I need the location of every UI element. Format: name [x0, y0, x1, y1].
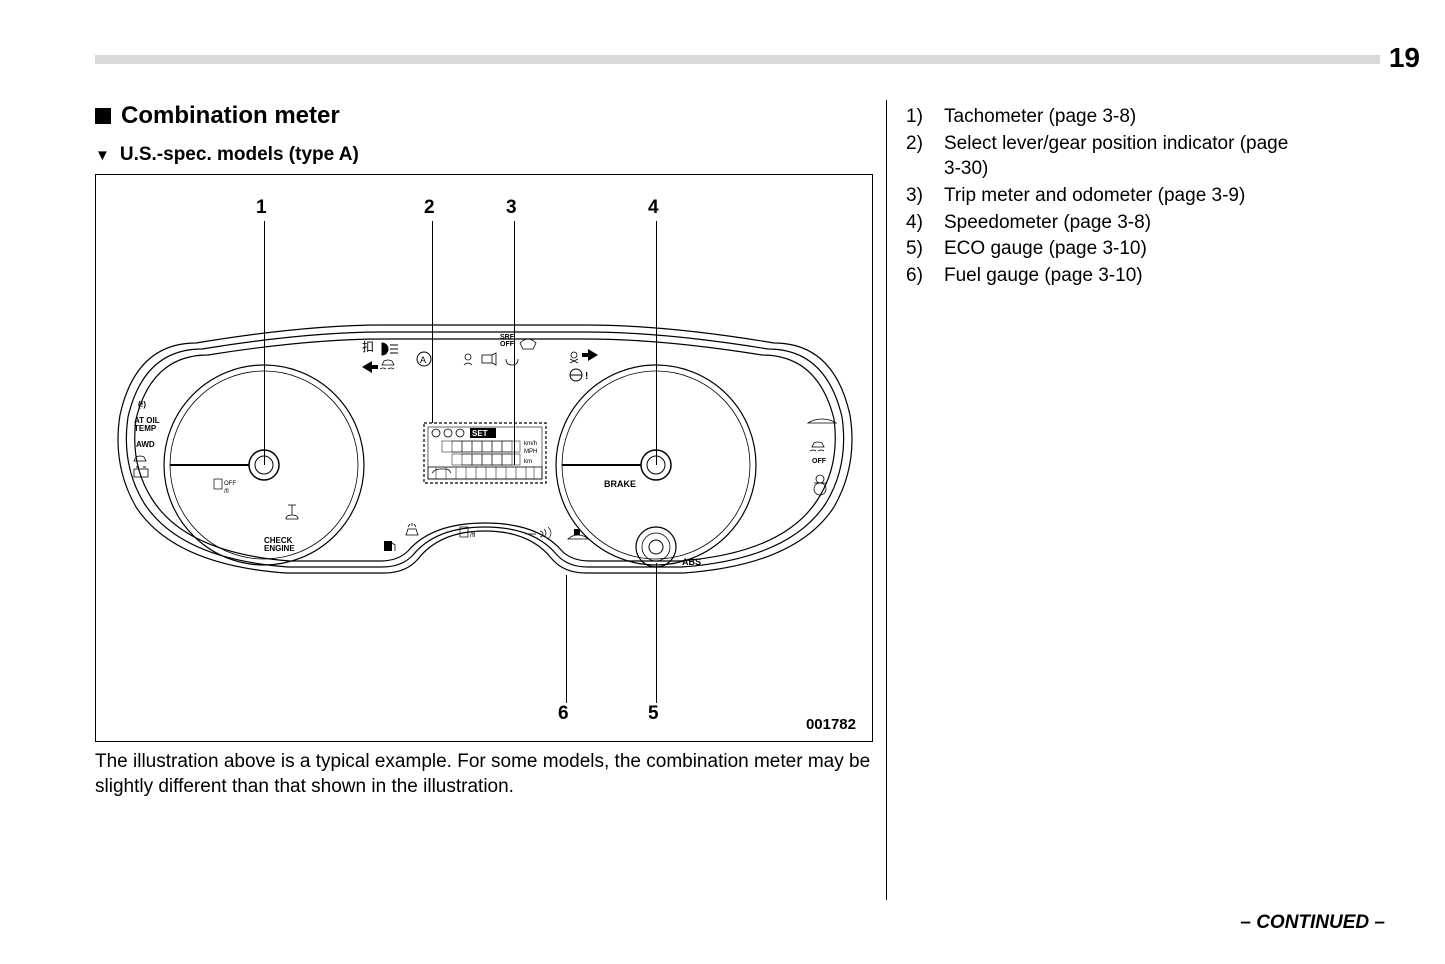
- legend-item: 2) Select lever/gear position indicator (…: [906, 131, 1306, 182]
- callout-label-6: 6: [558, 703, 569, 725]
- legend-list: 1) Tachometer (page 3-8) 2) Select lever/g…: [906, 104, 1306, 289]
- legend-item: 6) Fuel gauge (page 3-10): [906, 263, 1306, 289]
- callout-label-2: 2: [424, 197, 435, 219]
- legend-text: Tachometer (page 3-8): [944, 104, 1136, 130]
- legend-item: 1) Tachometer (page 3-8): [906, 104, 1306, 130]
- svg-text:SRF: SRF: [500, 334, 515, 341]
- svg-text:TEMP: TEMP: [134, 424, 157, 433]
- triangle-bullet-icon: ▼: [95, 147, 110, 164]
- page-number: 19: [1389, 42, 1420, 74]
- continued-label: – CONTINUED –: [1240, 912, 1385, 934]
- legend-num: 1): [906, 104, 930, 130]
- top-divider-bar: [95, 55, 1380, 64]
- legend-num: 6): [906, 263, 930, 289]
- callout-label-1: 1: [256, 197, 267, 219]
- callout-label-3: 3: [506, 197, 517, 219]
- svg-text:/fl: /fl: [470, 532, 476, 539]
- legend-num: 5): [906, 236, 930, 262]
- svg-text:OFF: OFF: [224, 481, 236, 487]
- legend-text: Speedometer (page 3-8): [944, 210, 1151, 236]
- brake-text: BRAKE: [604, 479, 636, 489]
- legend-num: 2): [906, 131, 930, 182]
- abs-text: ABS: [682, 557, 701, 567]
- main-content: Combination meter ▼ U.S.-spec. models (t…: [95, 102, 875, 799]
- subsection-title-text: U.S.-spec. models (type A): [120, 144, 359, 166]
- instrument-cluster-diagram: BRAKE ABS SET km/h MPH: [106, 315, 864, 605]
- svg-text:ENGINE: ENGINE: [264, 544, 295, 553]
- left-gauge-icons: OFF /fl CHECK ENGINE: [214, 479, 298, 553]
- legend-num: 3): [906, 183, 930, 209]
- svg-text:AWD: AWD: [136, 440, 155, 449]
- legend-item: 5) ECO gauge (page 3-10): [906, 236, 1306, 262]
- legend-item: 3) Trip meter and odometer (page 3-9): [906, 183, 1306, 209]
- tachometer-gauge: [164, 365, 364, 565]
- svg-text:OFF: OFF: [500, 341, 515, 348]
- svg-text:/fl: /fl: [224, 489, 229, 495]
- right-indicators: OFF: [808, 419, 836, 495]
- callout-label-4: 4: [648, 197, 659, 219]
- legend-text: ECO gauge (page 3-10): [944, 236, 1147, 262]
- square-bullet-icon: [95, 108, 111, 124]
- speedometer-gauge: BRAKE: [556, 365, 756, 565]
- legend-item: 4) Speedometer (page 3-8): [906, 210, 1306, 236]
- svg-text:A: A: [420, 355, 426, 365]
- svg-text:扣: 扣: [362, 340, 374, 354]
- svg-text:MPH: MPH: [524, 449, 537, 455]
- svg-text:OFF: OFF: [812, 458, 827, 465]
- svg-text:km: km: [524, 459, 532, 465]
- section-title-text: Combination meter: [121, 102, 340, 130]
- subsection-heading: ▼ U.S.-spec. models (type A): [95, 144, 875, 166]
- legend-text: Select lever/gear position indicator (pa…: [944, 131, 1306, 182]
- svg-text:km/h: km/h: [524, 441, 537, 447]
- column-divider: [886, 100, 887, 900]
- callout-label-5: 5: [648, 703, 659, 725]
- svg-text:(!): (!): [138, 400, 146, 409]
- svg-text:SET: SET: [472, 429, 488, 438]
- figure-caption: The illustration above is a typical exam…: [95, 750, 875, 799]
- figure-id: 001782: [806, 716, 856, 733]
- section-heading: Combination meter: [95, 102, 875, 130]
- legend-text: Fuel gauge (page 3-10): [944, 263, 1143, 289]
- figure-box: 1 2 3 4 5 6: [95, 174, 873, 742]
- legend-text: Trip meter and odometer (page 3-9): [944, 183, 1245, 209]
- svg-text:!: !: [585, 371, 588, 382]
- legend-num: 4): [906, 210, 930, 236]
- top-center-icons: 扣 A SRF OFF: [362, 334, 598, 382]
- center-display: SET km/h MPH km: [424, 423, 546, 483]
